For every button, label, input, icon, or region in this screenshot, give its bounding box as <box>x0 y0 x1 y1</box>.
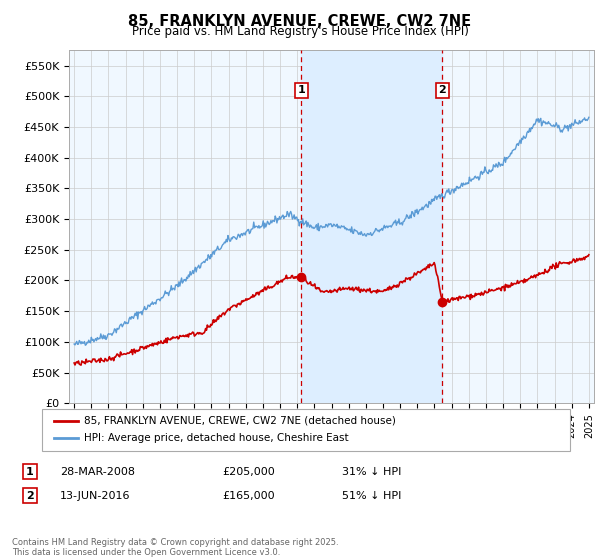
Text: 2: 2 <box>438 85 446 95</box>
Text: 85, FRANKLYN AVENUE, CREWE, CW2 7NE (detached house): 85, FRANKLYN AVENUE, CREWE, CW2 7NE (det… <box>84 416 396 426</box>
Text: Price paid vs. HM Land Registry's House Price Index (HPI): Price paid vs. HM Land Registry's House … <box>131 25 469 38</box>
Text: £205,000: £205,000 <box>222 466 275 477</box>
Text: £165,000: £165,000 <box>222 491 275 501</box>
Text: 2: 2 <box>26 491 34 501</box>
Text: 31% ↓ HPI: 31% ↓ HPI <box>342 466 401 477</box>
Text: HPI: Average price, detached house, Cheshire East: HPI: Average price, detached house, Ches… <box>84 433 349 444</box>
Bar <box>301 50 442 403</box>
Text: 1: 1 <box>298 85 305 95</box>
Text: 28-MAR-2008: 28-MAR-2008 <box>60 466 135 477</box>
Text: Contains HM Land Registry data © Crown copyright and database right 2025.
This d: Contains HM Land Registry data © Crown c… <box>12 538 338 557</box>
Text: 51% ↓ HPI: 51% ↓ HPI <box>342 491 401 501</box>
Text: 85, FRANKLYN AVENUE, CREWE, CW2 7NE: 85, FRANKLYN AVENUE, CREWE, CW2 7NE <box>128 14 472 29</box>
Text: 13-JUN-2016: 13-JUN-2016 <box>60 491 131 501</box>
Text: 1: 1 <box>26 466 34 477</box>
